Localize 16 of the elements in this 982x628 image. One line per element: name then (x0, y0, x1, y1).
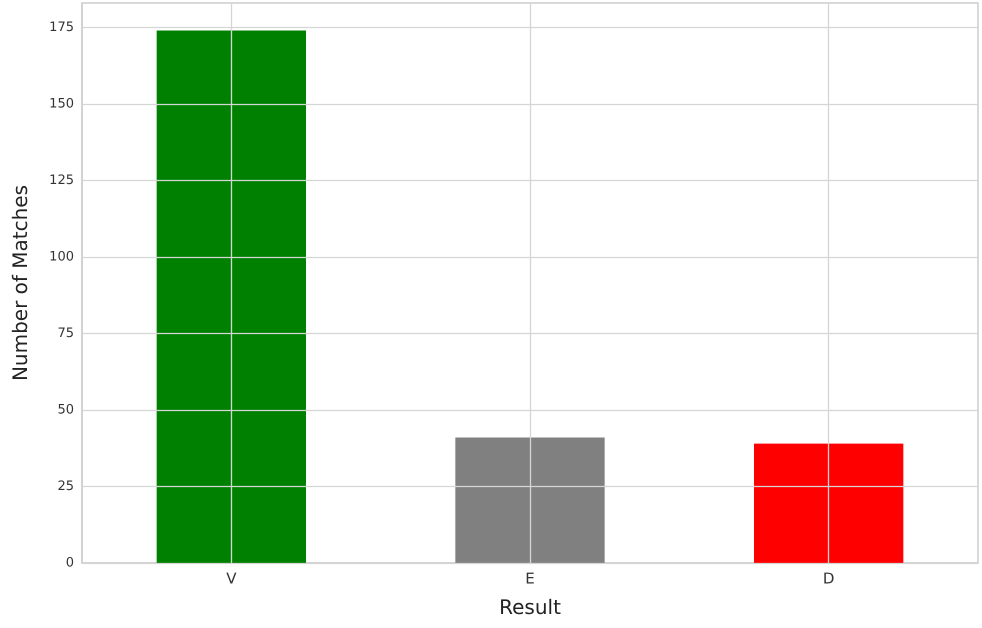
y-tick-label: 100 (49, 249, 74, 264)
y-axis-title: Number of Matches (8, 184, 32, 382)
y-tick-label: 175 (49, 20, 74, 35)
x-tick-label: D (822, 570, 834, 588)
x-tick-label: V (226, 570, 238, 588)
x-axis-title: Result (499, 595, 562, 619)
bar (156, 30, 306, 563)
y-tick-label: 50 (57, 402, 74, 418)
y-tick-label: 75 (57, 326, 74, 341)
bar (754, 444, 904, 563)
y-tick-label: 125 (49, 172, 74, 188)
y-tick-label: 150 (49, 96, 74, 112)
bar (455, 438, 605, 563)
y-tick-label: 25 (57, 478, 74, 494)
y-tick-label: 0 (66, 556, 74, 570)
x-tick-label: E (525, 570, 535, 588)
